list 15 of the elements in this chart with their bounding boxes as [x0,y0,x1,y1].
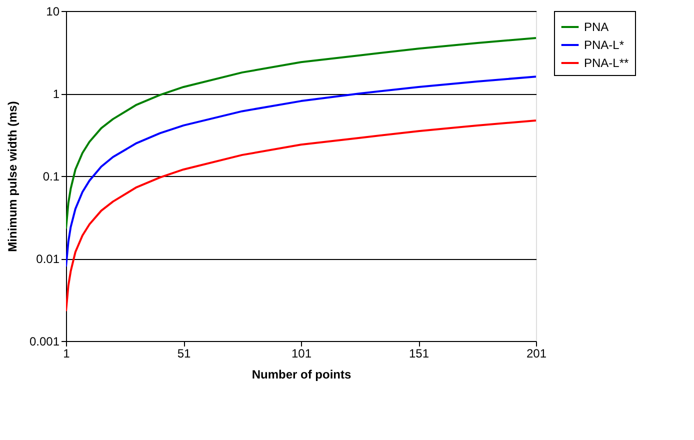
y-tick-label: 0.1 [42,170,60,184]
x-tick-label: 151 [408,346,430,360]
x-tick-label: 51 [177,346,191,360]
x-axis-title: Number of points [252,368,352,382]
y-tick-label: 0.001 [29,334,60,348]
x-tick-label: 101 [291,346,312,360]
x-tick-label: 201 [526,346,547,360]
y-tick-label: 10 [46,4,60,18]
legend-label: PNA-L* [584,38,624,52]
y-tick-label: 1 [52,87,60,101]
legend-label: PNA-L** [584,56,630,70]
legend-label: PNA [584,20,609,34]
y-tick-label: 0.01 [36,252,60,266]
x-tick-label: 1 [63,346,70,360]
y-axis-title: Minimum pulse width (ms) [5,101,20,252]
